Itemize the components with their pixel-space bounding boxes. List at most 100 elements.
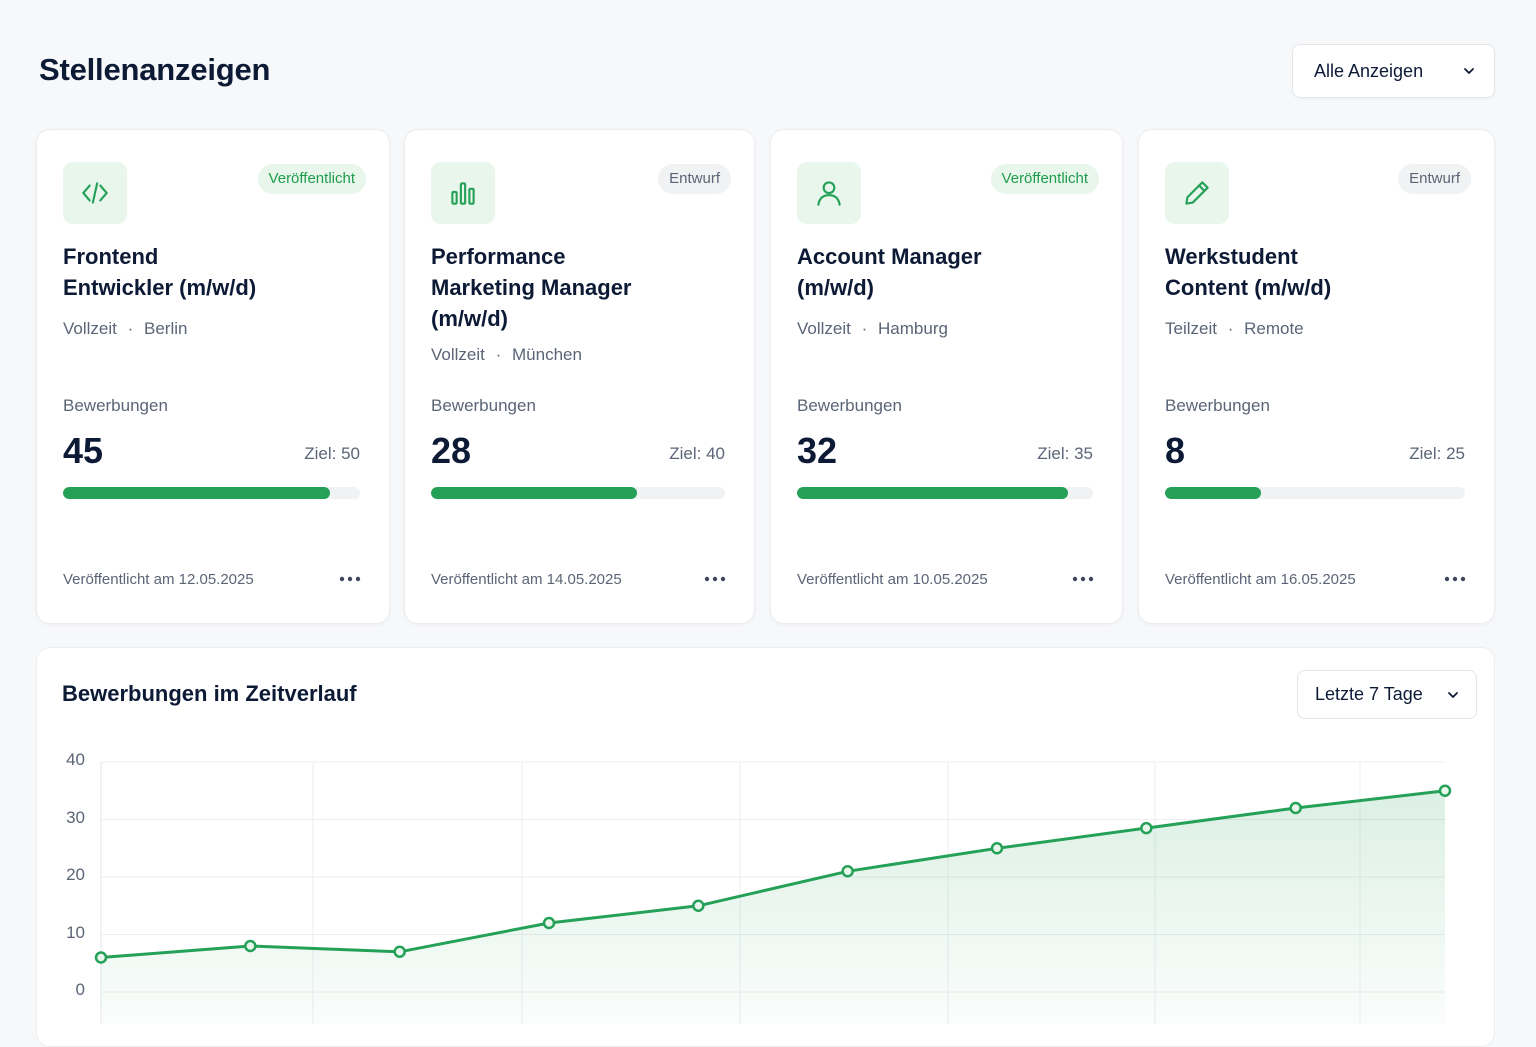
series-area <box>101 790 1445 1024</box>
data-point <box>94 951 108 964</box>
job-type: Vollzeit <box>63 319 117 338</box>
applications-count: 28 <box>431 430 472 471</box>
more-options-button[interactable] <box>1070 568 1096 590</box>
chart-title: Bewerbungen im Zeitverlauf <box>62 681 357 706</box>
time-range-dropdown[interactable]: Letzte 7 Tage <box>1297 670 1477 719</box>
applications-count: 32 <box>797 430 838 471</box>
data-point <box>1289 801 1302 815</box>
job-title-line: Werkstudent <box>1165 244 1298 269</box>
progress-bar <box>1165 487 1465 499</box>
job-meta: Vollzeit · Berlin <box>63 319 187 339</box>
progress-fill <box>797 487 1068 499</box>
status-badge: Entwurf <box>1398 164 1471 194</box>
applications-line-chart <box>94 761 1452 1024</box>
meta-separator: · <box>861 319 868 338</box>
y-tick-label: 10 <box>66 922 85 942</box>
data-point <box>542 916 556 930</box>
progress-bar <box>431 487 725 499</box>
published-date: Veröffentlicht am 16.05.2025 <box>1165 571 1356 588</box>
progress-bar <box>63 487 360 499</box>
job-type: Vollzeit <box>797 319 851 338</box>
more-dots-icon <box>339 576 361 582</box>
applications-label: Bewerbungen <box>431 396 536 415</box>
meta-separator: · <box>495 345 502 364</box>
code-icon <box>82 182 108 204</box>
data-point <box>841 865 854 878</box>
chevron-down-icon <box>1464 68 1474 74</box>
time-range-value: Letzte 7 Tage <box>1315 684 1423 704</box>
job-icon-box <box>797 162 861 224</box>
job-location: München <box>512 345 582 364</box>
pencil-icon <box>1185 181 1209 205</box>
job-meta: Vollzeit · Hamburg <box>797 319 948 339</box>
data-point <box>1438 784 1452 797</box>
job-title[interactable]: Frontend Entwickler (m/w/d) <box>63 241 333 303</box>
progress-fill <box>431 487 637 499</box>
progress-fill <box>1165 487 1261 499</box>
more-options-button[interactable] <box>702 568 728 590</box>
job-location: Remote <box>1244 319 1304 338</box>
job-meta: Teilzeit · Remote <box>1165 319 1304 339</box>
applications-count: 45 <box>63 430 104 471</box>
job-title[interactable]: Account Manager (m/w/d) <box>797 241 1067 303</box>
job-card[interactable]: Entwurf Werkstudent Content (m/w/d) Teil… <box>1138 129 1495 624</box>
job-title-line: (m/w/d) <box>431 306 508 331</box>
data-point <box>692 899 705 912</box>
job-title[interactable]: Werkstudent Content (m/w/d) <box>1165 241 1435 303</box>
ads-filter-value: Alle Anzeigen <box>1314 60 1424 81</box>
applications-goal: Ziel: 25 <box>1409 444 1465 463</box>
page-title: Stellenanzeigen <box>39 52 271 87</box>
job-title-line: Entwickler (m/w/d) <box>63 275 257 300</box>
job-card[interactable]: Veröffentlicht Account Manager (m/w/d) V… <box>770 129 1123 624</box>
applications-goal: Ziel: 50 <box>304 444 360 463</box>
more-options-button[interactable] <box>337 568 363 590</box>
data-point <box>393 945 406 958</box>
status-badge: Entwurf <box>658 164 731 194</box>
y-tick-label: 30 <box>66 807 85 827</box>
job-card[interactable]: Entwurf Performance Marketing Manager (m… <box>404 129 755 624</box>
more-dots-icon <box>704 576 726 582</box>
job-icon-box <box>1165 162 1229 224</box>
status-badge: Veröffentlicht <box>990 164 1099 194</box>
y-tick-label: 20 <box>66 865 85 884</box>
more-dots-icon <box>1072 576 1094 582</box>
job-card[interactable]: Veröffentlicht Frontend Entwickler (m/w/… <box>36 129 390 624</box>
data-point <box>244 939 257 953</box>
progress-fill <box>63 487 331 499</box>
job-title-line: Content (m/w/d) <box>1165 275 1332 300</box>
data-point <box>990 842 1004 855</box>
series-line <box>99 789 1447 959</box>
applications-label: Bewerbungen <box>1165 396 1270 415</box>
chevron-down-icon <box>1448 691 1458 698</box>
job-title-line: Frontend <box>63 244 159 269</box>
job-title-line: Marketing Manager <box>431 275 632 300</box>
more-options-button[interactable] <box>1442 568 1468 590</box>
applications-goal: Ziel: 40 <box>669 444 725 463</box>
job-type: Vollzeit <box>431 345 485 364</box>
user-icon <box>817 181 841 206</box>
job-icon-box <box>431 162 495 224</box>
applications-count: 8 <box>1165 430 1186 471</box>
job-title-line: Account Manager <box>797 244 982 269</box>
job-meta: Vollzeit · München <box>431 345 582 365</box>
job-title[interactable]: Performance Marketing Manager (m/w/d) <box>431 241 701 334</box>
job-icon-box <box>63 162 127 224</box>
meta-separator: · <box>1227 319 1234 338</box>
ads-filter-dropdown[interactable]: Alle Anzeigen <box>1292 44 1495 98</box>
job-type: Teilzeit <box>1165 319 1217 338</box>
applications-label: Bewerbungen <box>797 396 902 415</box>
progress-bar <box>797 487 1093 499</box>
meta-separator: · <box>127 319 134 338</box>
status-badge: Veröffentlicht <box>257 164 366 194</box>
job-title-line: (m/w/d) <box>797 275 874 300</box>
data-point <box>1140 821 1153 835</box>
published-date: Veröffentlicht am 12.05.2025 <box>63 571 254 588</box>
job-title-line: Performance <box>431 244 566 269</box>
bar-chart-icon <box>451 182 475 205</box>
y-tick-label: 40 <box>66 750 85 769</box>
published-date: Veröffentlicht am 14.05.2025 <box>431 571 622 588</box>
applications-goal: Ziel: 35 <box>1037 444 1093 463</box>
more-dots-icon <box>1444 576 1466 582</box>
applications-label: Bewerbungen <box>63 396 168 415</box>
job-location: Berlin <box>144 319 188 338</box>
